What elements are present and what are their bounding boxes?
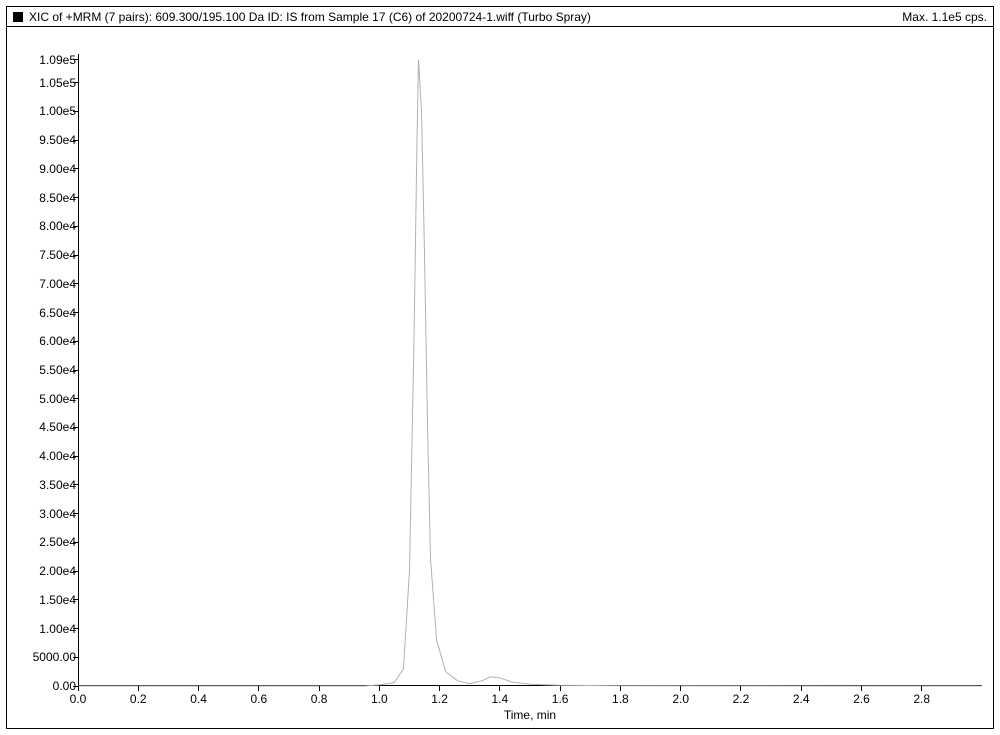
x-tick-mark <box>620 686 621 691</box>
x-tick-label: 2.8 <box>913 692 930 706</box>
title-left: XIC of +MRM (7 pairs): 609.300/195.100 D… <box>13 10 591 24</box>
y-tick-label: 1.50e4 <box>39 593 76 607</box>
chromatogram-window: { "header": { "title": "XIC of +MRM (7 p… <box>0 0 1000 735</box>
x-tick-label: 2.2 <box>733 692 750 706</box>
x-tick-mark <box>921 686 922 691</box>
max-intensity-label: Max. 1.1e5 cps. <box>902 10 987 24</box>
x-tick-label: 2.6 <box>853 692 870 706</box>
x-tick-mark <box>439 686 440 691</box>
trace-svg <box>78 54 982 686</box>
y-tick-label: 4.50e4 <box>39 420 76 434</box>
y-tick-label: 9.50e4 <box>39 133 76 147</box>
x-tick-mark <box>319 686 320 691</box>
y-tick-label: 5000.00 <box>33 650 76 664</box>
title-bar: XIC of +MRM (7 pairs): 609.300/195.100 D… <box>7 7 993 27</box>
y-tick-label: 3.50e4 <box>39 478 76 492</box>
y-tick-label: 9.00e4 <box>39 162 76 176</box>
y-tick-label: 4.00e4 <box>39 449 76 463</box>
x-tick-mark <box>861 686 862 691</box>
chart-title: XIC of +MRM (7 pairs): 609.300/195.100 D… <box>29 10 591 24</box>
y-tick-label: 8.00e4 <box>39 219 76 233</box>
y-tick-label: 0.00 <box>53 679 76 693</box>
y-tick-label: 7.00e4 <box>39 277 76 291</box>
legend-swatch-icon <box>13 12 23 22</box>
x-axis-title: Time, min <box>504 708 556 722</box>
chromatogram-trace <box>78 60 982 686</box>
plot-area[interactable]: Time, min 0.005000.001.00e41.50e42.00e42… <box>78 54 982 686</box>
y-tick-label: 1.00e5 <box>39 104 76 118</box>
x-tick-label: 0.8 <box>311 692 328 706</box>
x-tick-label: 0.0 <box>70 692 87 706</box>
x-tick-mark <box>379 686 380 691</box>
y-tick-label: 8.50e4 <box>39 191 76 205</box>
x-tick-label: 1.8 <box>612 692 629 706</box>
x-tick-label: 1.2 <box>431 692 448 706</box>
x-tick-mark <box>680 686 681 691</box>
y-tick-label: 1.00e4 <box>39 622 76 636</box>
y-tick-label: 1.05e5 <box>39 76 76 90</box>
x-tick-mark <box>198 686 199 691</box>
x-tick-label: 0.2 <box>130 692 147 706</box>
y-tick-label: 3.00e4 <box>39 507 76 521</box>
x-tick-label: 0.4 <box>190 692 207 706</box>
x-tick-mark <box>740 686 741 691</box>
x-tick-mark <box>801 686 802 691</box>
x-tick-label: 0.6 <box>250 692 267 706</box>
x-tick-mark <box>499 686 500 691</box>
y-tick-label: 2.00e4 <box>39 564 76 578</box>
x-tick-label: 1.6 <box>552 692 569 706</box>
y-tick-label: 6.50e4 <box>39 306 76 320</box>
x-tick-mark <box>258 686 259 691</box>
x-tick-label: 2.0 <box>672 692 689 706</box>
x-tick-label: 2.4 <box>793 692 810 706</box>
x-tick-label: 1.0 <box>371 692 388 706</box>
y-tick-label: 5.50e4 <box>39 363 76 377</box>
x-tick-mark <box>560 686 561 691</box>
y-tick-label: 5.00e4 <box>39 392 76 406</box>
y-tick-label: 7.50e4 <box>39 248 76 262</box>
y-tick-label: 1.09e5 <box>39 53 76 67</box>
x-tick-mark <box>78 686 79 691</box>
y-tick-label: 2.50e4 <box>39 535 76 549</box>
x-tick-mark <box>138 686 139 691</box>
x-tick-label: 1.4 <box>492 692 509 706</box>
y-tick-label: 6.00e4 <box>39 334 76 348</box>
